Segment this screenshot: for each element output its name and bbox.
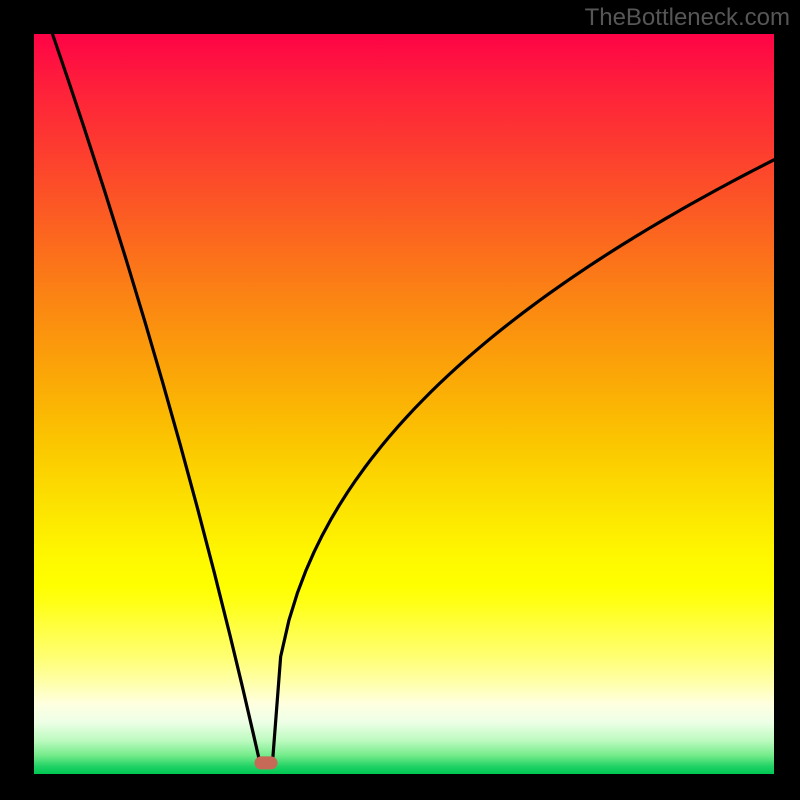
plot-area (34, 34, 774, 774)
optimum-marker (255, 756, 278, 769)
chart-frame: TheBottleneck.com (0, 0, 800, 800)
watermark-text: TheBottleneck.com (585, 4, 790, 32)
bottleneck-curve (34, 34, 774, 774)
